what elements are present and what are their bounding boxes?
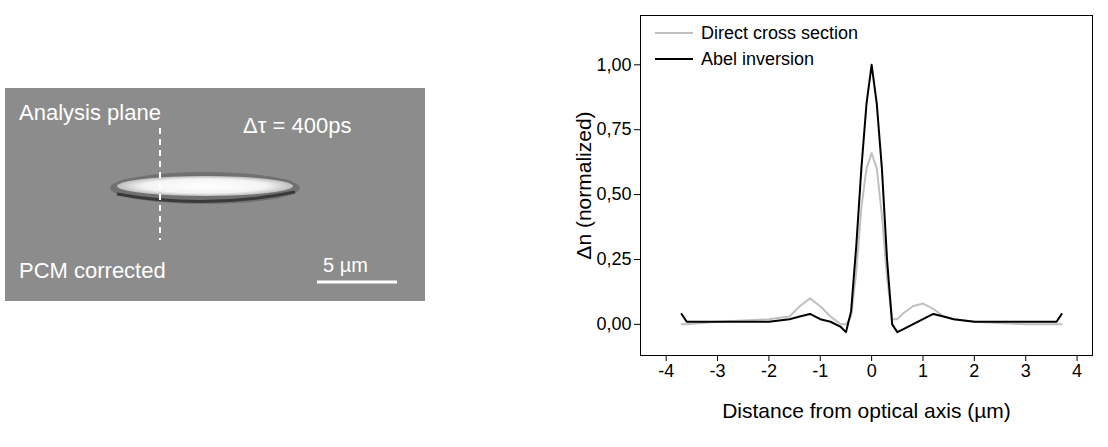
svg-text:Δτ = 400ps: Δτ = 400ps [243,113,351,138]
svg-text:5 µm: 5 µm [323,254,368,276]
svg-text:Δn (normalized): Δn (normalized) [572,111,595,259]
svg-text:1,00: 1,00 [596,55,631,75]
svg-text:4: 4 [1072,361,1082,381]
svg-text:0,50: 0,50 [596,184,631,204]
svg-text:0: 0 [867,361,877,381]
svg-text:-4: -4 [658,361,674,381]
svg-text:PCM corrected: PCM corrected [19,258,166,283]
svg-text:Distance from optical axis (µm: Distance from optical axis (µm) [722,399,1011,422]
svg-text:Analysis plane: Analysis plane [19,100,161,125]
svg-text:2: 2 [969,361,979,381]
svg-text:-1: -1 [812,361,828,381]
svg-text:1: 1 [918,361,928,381]
svg-text:-2: -2 [761,361,777,381]
html-text:Direct cross section: Direct cross section [701,22,858,43]
svg-text:0,00: 0,00 [596,314,631,334]
svg-text:3: 3 [1021,361,1031,381]
svg-text:0,75: 0,75 [596,119,631,139]
html-text:Abel inversion: Abel inversion [701,48,815,69]
svg-text:0,25: 0,25 [596,249,631,269]
svg-text:-3: -3 [710,361,726,381]
